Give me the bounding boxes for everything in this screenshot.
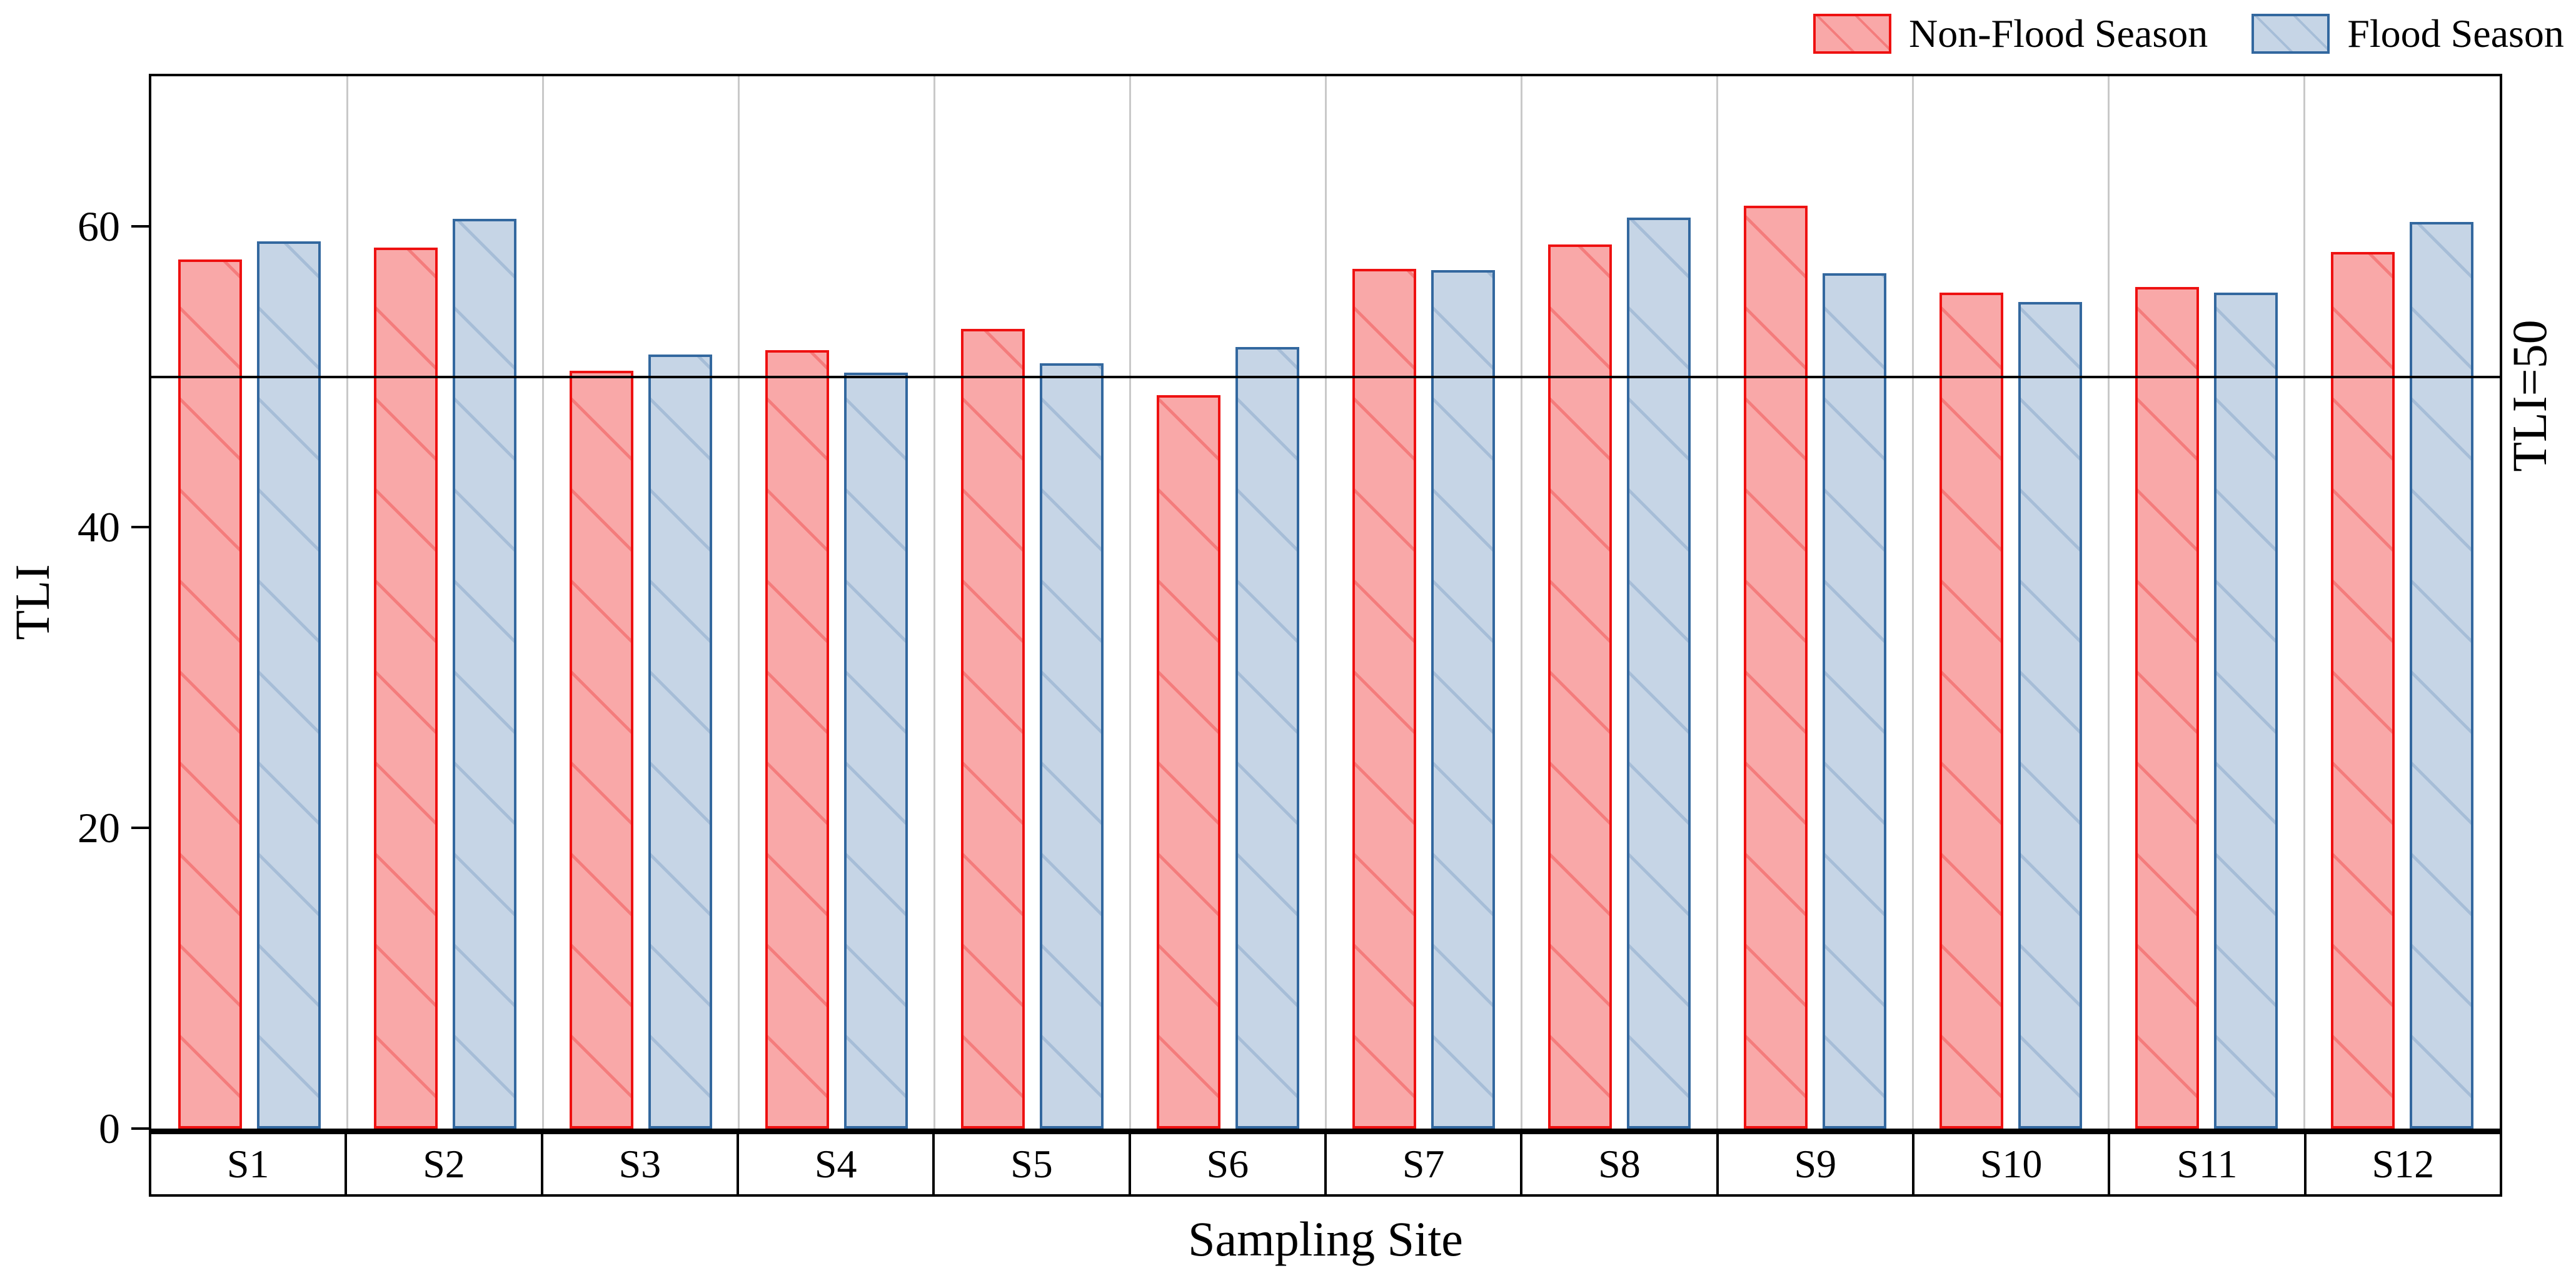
legend-swatch-non-flood-season [1813, 14, 1891, 54]
y-axis-title: TLI [5, 564, 59, 640]
x-category-label: S6 [1206, 1142, 1249, 1186]
bar-non-flood-s2 [373, 248, 438, 1129]
x-category-cell-s9: S9 [1716, 1132, 1914, 1197]
x-category-row: S1 S2 S3 S4 S5 S6 S7 S8 S9 S10 S11 S12 [149, 1132, 2502, 1197]
y-axis-tick [131, 526, 149, 529]
legend-item-non-flood-season: Non-Flood Season [1813, 14, 2208, 54]
category-gridline [1324, 76, 1327, 1129]
category-gridline [346, 76, 348, 1129]
legend-label: Non-Flood Season [1909, 11, 2208, 56]
y-tick-label: 0 [99, 1105, 120, 1152]
bar-flood-s1 [256, 241, 321, 1129]
bar-flood-s6 [1235, 346, 1299, 1129]
bar-flood-s12 [2409, 222, 2473, 1129]
x-category-label: S9 [1794, 1142, 1837, 1186]
bar-flood-s9 [1822, 273, 1886, 1129]
x-category-label: S4 [814, 1142, 857, 1186]
x-category-cell-s2: S2 [345, 1132, 543, 1197]
bar-non-flood-s9 [1743, 205, 1808, 1129]
x-category-cell-s3: S3 [540, 1132, 739, 1197]
legend-label: Flood Season [2347, 11, 2564, 56]
reference-line-label: TLI=50 [2502, 319, 2557, 472]
legend: Non-Flood Season Flood Season [1813, 9, 2564, 59]
category-gridline [2107, 76, 2110, 1129]
y-axis-tick [131, 1127, 149, 1130]
bar-non-flood-s10 [1939, 293, 2003, 1129]
category-gridline [1129, 76, 1131, 1129]
legend-swatch-flood-season [2251, 14, 2330, 54]
x-category-cell-s4: S4 [736, 1132, 935, 1197]
x-category-label: S7 [1402, 1142, 1445, 1186]
bar-flood-s10 [2018, 301, 2082, 1129]
x-category-cell-s8: S8 [1520, 1132, 1719, 1197]
bar-non-flood-s7 [1352, 268, 1416, 1129]
x-category-label: S8 [1598, 1142, 1641, 1186]
bar-flood-s11 [2213, 293, 2278, 1129]
x-category-cell-s6: S6 [1128, 1132, 1327, 1197]
bar-non-flood-s6 [1156, 395, 1220, 1129]
category-gridline [933, 76, 935, 1129]
bar-flood-s3 [648, 354, 712, 1129]
x-category-label: S1 [226, 1142, 269, 1186]
x-category-label: S10 [1980, 1142, 2043, 1186]
bar-non-flood-s12 [2330, 252, 2395, 1129]
y-tick-label: 20 [78, 804, 120, 852]
category-gridline [2303, 76, 2305, 1129]
category-gridline [1520, 76, 1522, 1129]
bar-non-flood-s8 [1547, 244, 1612, 1129]
tli-50-reference-line [151, 375, 2500, 378]
bar-non-flood-s4 [765, 350, 829, 1129]
x-category-label: S5 [1010, 1142, 1053, 1186]
category-gridline [737, 76, 740, 1129]
bar-flood-s8 [1626, 218, 1691, 1129]
bar-flood-s2 [452, 219, 516, 1129]
x-category-label: S2 [423, 1142, 465, 1186]
legend-item-flood-season: Flood Season [2251, 14, 2564, 54]
x-category-cell-s5: S5 [932, 1132, 1131, 1197]
x-category-cell-s1: S1 [149, 1132, 348, 1197]
plot-area: 0 20 40 60 [78, 74, 2502, 1150]
bar-non-flood-s11 [2135, 286, 2199, 1129]
x-category-cell-s11: S11 [2108, 1132, 2307, 1197]
x-category-cell-s10: S10 [1911, 1132, 2111, 1197]
category-gridline [541, 76, 544, 1129]
y-tick-label: 40 [78, 503, 120, 551]
x-axis-title: Sampling Site [1188, 1212, 1463, 1266]
bar-non-flood-s5 [960, 328, 1025, 1129]
x-category-label: S12 [2372, 1142, 2435, 1186]
category-gridline [1716, 76, 1718, 1129]
x-category-label: S11 [2176, 1142, 2238, 1186]
bar-non-flood-s3 [569, 371, 633, 1129]
y-axis-tick [131, 225, 149, 228]
y-axis-tick [131, 827, 149, 830]
bar-flood-s5 [1039, 363, 1104, 1129]
bar-flood-s7 [1431, 270, 1495, 1129]
x-category-cell-s12: S12 [2303, 1132, 2502, 1197]
bar-flood-s4 [843, 372, 908, 1129]
x-category-cell-s7: S7 [1324, 1132, 1523, 1197]
category-gridline [1911, 76, 1914, 1129]
x-category-label: S3 [618, 1142, 662, 1186]
bar-non-flood-s1 [178, 259, 242, 1129]
y-tick-label: 60 [78, 203, 120, 251]
